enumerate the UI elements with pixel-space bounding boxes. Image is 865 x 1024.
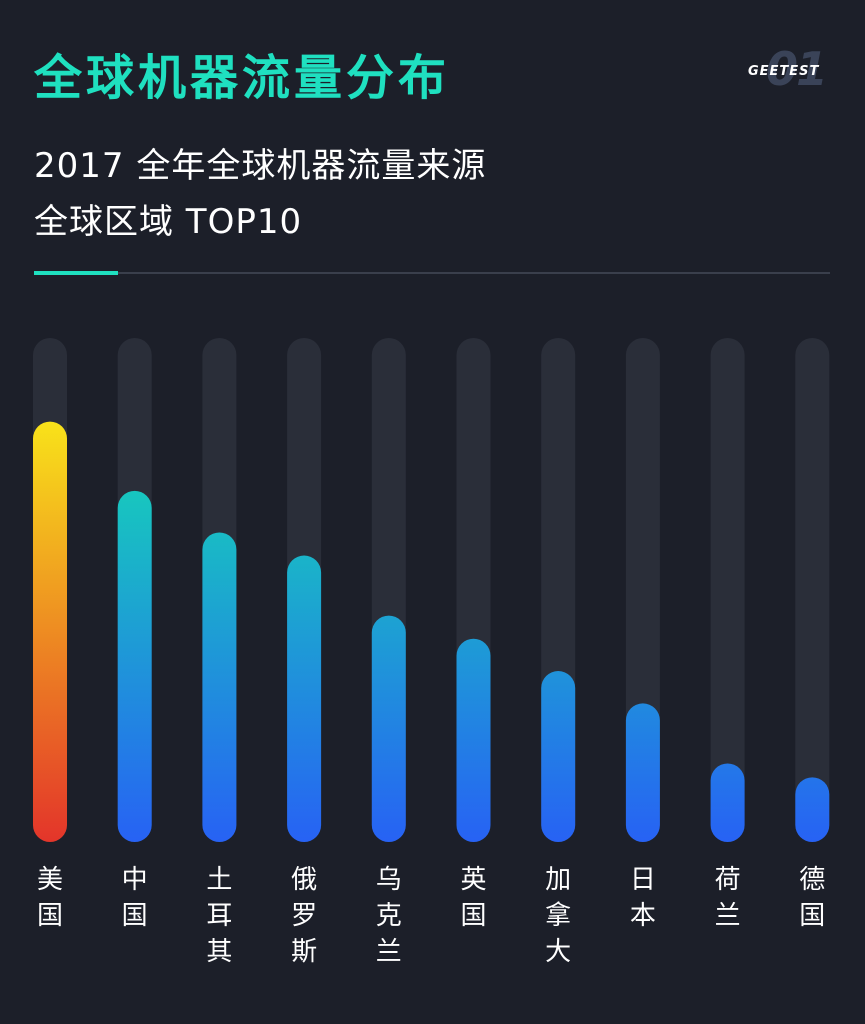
category-label: 俄罗斯 (291, 865, 318, 967)
bar (287, 555, 322, 842)
bar (710, 763, 745, 842)
category-label: 乌克兰 (375, 865, 402, 967)
bar-track (710, 338, 745, 842)
bar (795, 777, 830, 842)
page-title: 全球机器流量分布 (34, 50, 451, 106)
bar (33, 421, 67, 842)
bar (625, 703, 660, 842)
category-label: 日本 (629, 865, 656, 931)
chart-subtitle-line2: 全球区域 TOP10 (34, 202, 303, 242)
category-label: 加拿大 (545, 865, 572, 967)
divider-accent (34, 271, 118, 275)
brand-logo: 01 GEETEST (748, 42, 838, 96)
category-label: 英国 (460, 865, 487, 931)
bar (202, 532, 237, 842)
bar-track (795, 338, 830, 842)
brand-number: 01 (766, 42, 828, 96)
bar (117, 490, 152, 842)
category-label: 中国 (121, 865, 148, 931)
brand-name: GEETEST (748, 64, 820, 79)
category-label: 土耳其 (206, 865, 233, 967)
bar (371, 615, 406, 842)
bar (541, 671, 576, 842)
bar (456, 638, 491, 842)
category-label: 德国 (799, 865, 826, 931)
chart-subtitle-line1: 2017 全年全球机器流量来源 (34, 146, 487, 186)
category-label: 荷兰 (714, 865, 741, 931)
category-label: 美国 (36, 865, 63, 931)
divider (34, 272, 830, 274)
